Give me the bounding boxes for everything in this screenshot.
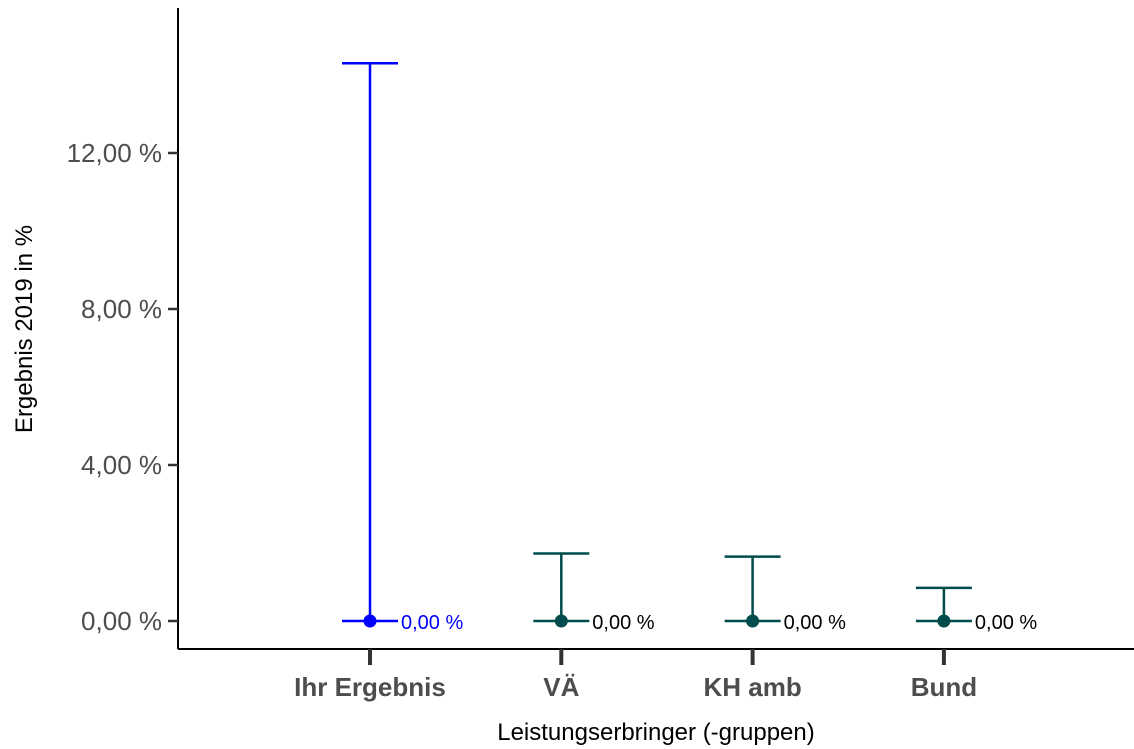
error-bar-group: 0,00 %: [724, 555, 846, 634]
y-tick-label: 0,00 %: [81, 606, 162, 636]
data-point: [746, 614, 760, 628]
y-axis-ticks: 0,00 % 4,00 % 8,00 % 12,00 %: [67, 138, 178, 636]
x-tick-label: Bund: [911, 672, 977, 702]
plot-frame: [177, 8, 1134, 650]
data-point: [937, 614, 951, 628]
error-bars: 0,00 % 0,00 % 0,00 % 0,00 %: [342, 62, 1037, 634]
data-label: 0,00 %: [592, 612, 654, 634]
y-tick-label: 4,00 %: [81, 450, 162, 480]
data-point: [363, 614, 377, 628]
y-axis-title: Ergebnis 2019 in %: [11, 225, 38, 433]
data-point: [554, 614, 568, 628]
data-label: 0,00 %: [784, 612, 846, 634]
y-tick-label: 8,00 %: [81, 294, 162, 324]
data-label: 0,00 %: [401, 612, 463, 634]
x-axis-title: Leistungserbringer (-gruppen): [497, 719, 815, 746]
error-bar-group: 0,00 %: [915, 586, 1037, 634]
x-tick-label: VÄ: [543, 672, 579, 702]
x-tick-label: Ihr Ergebnis: [294, 672, 446, 702]
error-bar-group: 0,00 %: [533, 552, 655, 634]
y-tick-label: 12,00 %: [67, 138, 162, 168]
x-axis-ticks: Ihr Ergebnis VÄ KH amb Bund: [294, 649, 977, 702]
error-bar-group: 0,00 %: [342, 62, 463, 634]
data-label: 0,00 %: [975, 612, 1037, 634]
x-tick-label: KH amb: [703, 672, 801, 702]
